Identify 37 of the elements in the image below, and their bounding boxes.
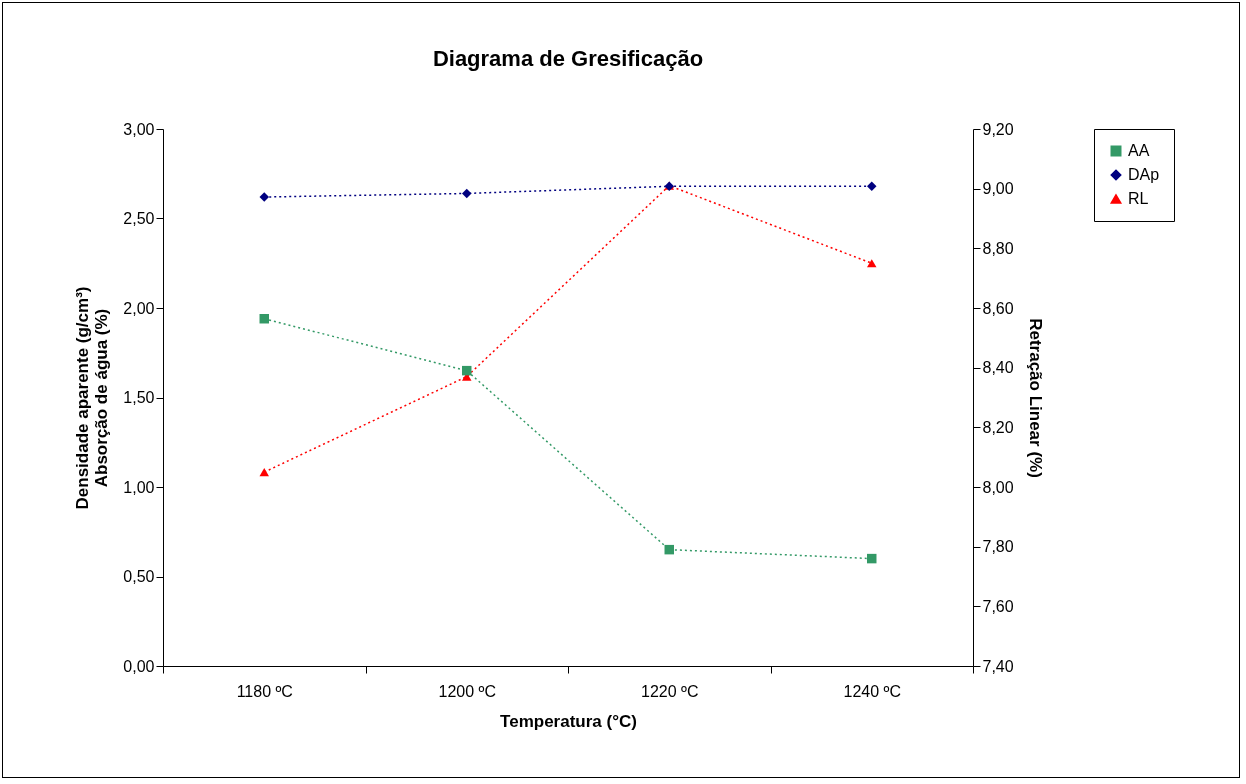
y2-tick-label: 8,60 [982, 299, 1014, 317]
y2-tick-label: 8,80 [982, 239, 1014, 257]
y2-axis-title: Retração Linear (%) [1025, 318, 1045, 478]
x-tick-label: 1200 ºC [438, 682, 496, 700]
x-tick-label: 1180 ºC [236, 682, 293, 700]
legend-label: AA [1128, 142, 1150, 159]
legend-label: DAp [1128, 166, 1160, 183]
point [259, 314, 269, 324]
point [867, 553, 877, 564]
x-tick-label: 1240 ºC [843, 682, 901, 700]
y2-tick-label: 9,00 [982, 180, 1014, 198]
y2-tick-label: 7,80 [982, 538, 1014, 556]
legend-label: RL [1128, 190, 1149, 207]
y-tick-label: 0,50 [123, 568, 155, 585]
point [664, 544, 674, 555]
y-tick-label: 3,00 [123, 120, 155, 138]
x-axis-title: Temperatura (°C) [500, 711, 637, 731]
x-tick-label: 1220 ºC [641, 682, 699, 700]
y-tick-label: 2,50 [123, 210, 155, 227]
chart-title: Diagrama de Gresificação [432, 46, 704, 71]
y-tick-label: 0,00 [123, 657, 155, 675]
y-tick-label: 1,00 [123, 478, 155, 496]
point [259, 467, 269, 477]
y2-tick-label: 7,60 [982, 597, 1014, 615]
point [259, 192, 269, 202]
y-tick-label: 2,00 [123, 299, 155, 317]
y-axis-title: Densidade aparente (g/cm³) Absorção de água (%) [73, 286, 112, 510]
y2-tick-label: 8,40 [982, 359, 1014, 377]
y2-tick-label: 7,40 [982, 657, 1014, 675]
point [867, 259, 877, 268]
y-tick-label: 1,50 [123, 389, 155, 406]
point [867, 181, 877, 192]
y2-tick-label: 8,20 [982, 418, 1014, 436]
y2-tick-label: 8,00 [982, 478, 1014, 496]
point [462, 188, 472, 199]
point [462, 365, 472, 376]
y2-tick-label: 9,20 [982, 120, 1014, 138]
